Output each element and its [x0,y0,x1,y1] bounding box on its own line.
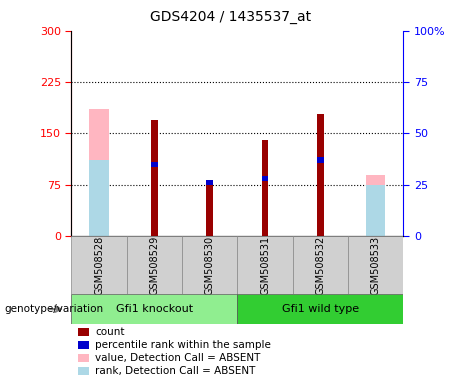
Bar [89,160,109,236]
Text: Gfi1 wild type: Gfi1 wild type [282,304,359,314]
Bar [348,236,403,294]
Bar [237,294,403,324]
Text: GSM508530: GSM508530 [205,235,215,295]
Text: GSM508528: GSM508528 [94,235,104,295]
Bar [317,157,324,163]
Bar [71,236,127,294]
Bar [71,294,237,324]
Text: value, Detection Call = ABSENT: value, Detection Call = ABSENT [95,353,261,363]
Bar [127,236,182,294]
Bar [151,162,158,167]
Bar [182,236,237,294]
Text: count: count [95,327,125,337]
Text: Gfi1 knockout: Gfi1 knockout [116,304,193,314]
Bar [89,109,109,236]
Text: percentile rank within the sample: percentile rank within the sample [95,340,272,350]
Bar [262,140,268,176]
Bar [317,163,324,236]
Bar [293,236,348,294]
Bar [151,167,158,236]
Text: GSM508532: GSM508532 [315,235,325,295]
Bar [237,236,293,294]
Text: GSM508531: GSM508531 [260,235,270,295]
Text: genotype/variation: genotype/variation [5,304,104,314]
Text: GSM508529: GSM508529 [149,235,160,295]
Bar [317,114,324,157]
Bar [207,185,213,236]
Text: GSM508533: GSM508533 [371,235,381,295]
Bar [207,180,213,185]
Text: rank, Detection Call = ABSENT: rank, Detection Call = ABSENT [95,366,256,376]
Bar [262,176,268,181]
Bar [366,174,385,236]
Bar [151,120,158,162]
Bar [366,185,385,236]
Text: GDS4204 / 1435537_at: GDS4204 / 1435537_at [150,10,311,23]
Bar [262,181,268,236]
